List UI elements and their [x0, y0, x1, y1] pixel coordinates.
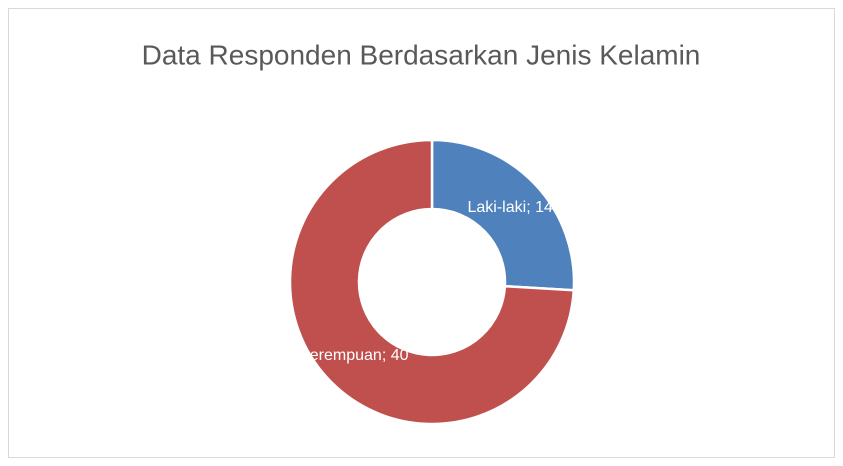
data-label-value: 40	[391, 347, 409, 364]
data-label-value: 14	[535, 199, 553, 216]
chart-title: Data Responden Berdasarkan Jenis Kelamin	[142, 39, 701, 70]
data-label-separator: ;	[526, 199, 535, 216]
data-label: Laki-laki; 14	[468, 199, 553, 216]
donut-slice	[288, 138, 576, 426]
donut-slice	[430, 138, 576, 292]
data-label: Perempuan; 40	[299, 347, 409, 364]
data-label-category: Laki-laki	[468, 199, 527, 216]
data-label-category: Perempuan	[299, 347, 382, 364]
data-label-separator: ;	[382, 347, 391, 364]
